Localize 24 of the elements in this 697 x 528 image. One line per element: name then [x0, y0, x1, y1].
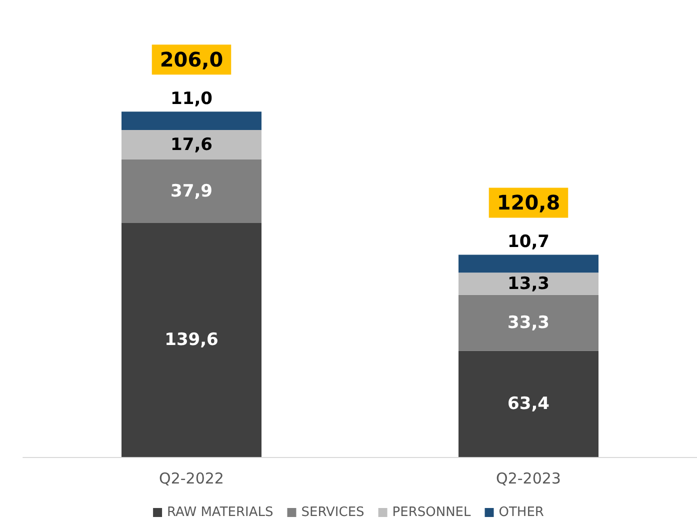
bar [458, 350, 598, 457]
bar [458, 272, 598, 295]
bar [458, 294, 598, 351]
legend-label: SERVICES [301, 505, 364, 520]
data-label: 37,9 [170, 181, 212, 202]
data-label: 11,0 [170, 89, 213, 110]
bar [458, 254, 598, 273]
bar [122, 112, 262, 130]
data-label: 13,3 [508, 274, 550, 294]
data-label: 33,3 [508, 312, 550, 333]
legend-label: OTHER [498, 505, 544, 520]
legend-label: RAW MATERIALS [167, 505, 274, 520]
data-label: 63,4 [508, 394, 550, 414]
total-label: 120,8 [496, 190, 560, 215]
bar [122, 160, 262, 224]
x-tick-label: Q2-2023 [496, 470, 561, 488]
bar [122, 130, 262, 160]
data-label: 139,6 [164, 330, 218, 350]
total-label: 206,0 [160, 48, 224, 72]
data-label: 10,7 [508, 232, 550, 252]
legend-label: PERSONNEL [392, 505, 472, 520]
bar [122, 223, 262, 457]
x-tick-label: Q2-2022 [159, 470, 224, 488]
data-label: 17,6 [170, 134, 212, 155]
